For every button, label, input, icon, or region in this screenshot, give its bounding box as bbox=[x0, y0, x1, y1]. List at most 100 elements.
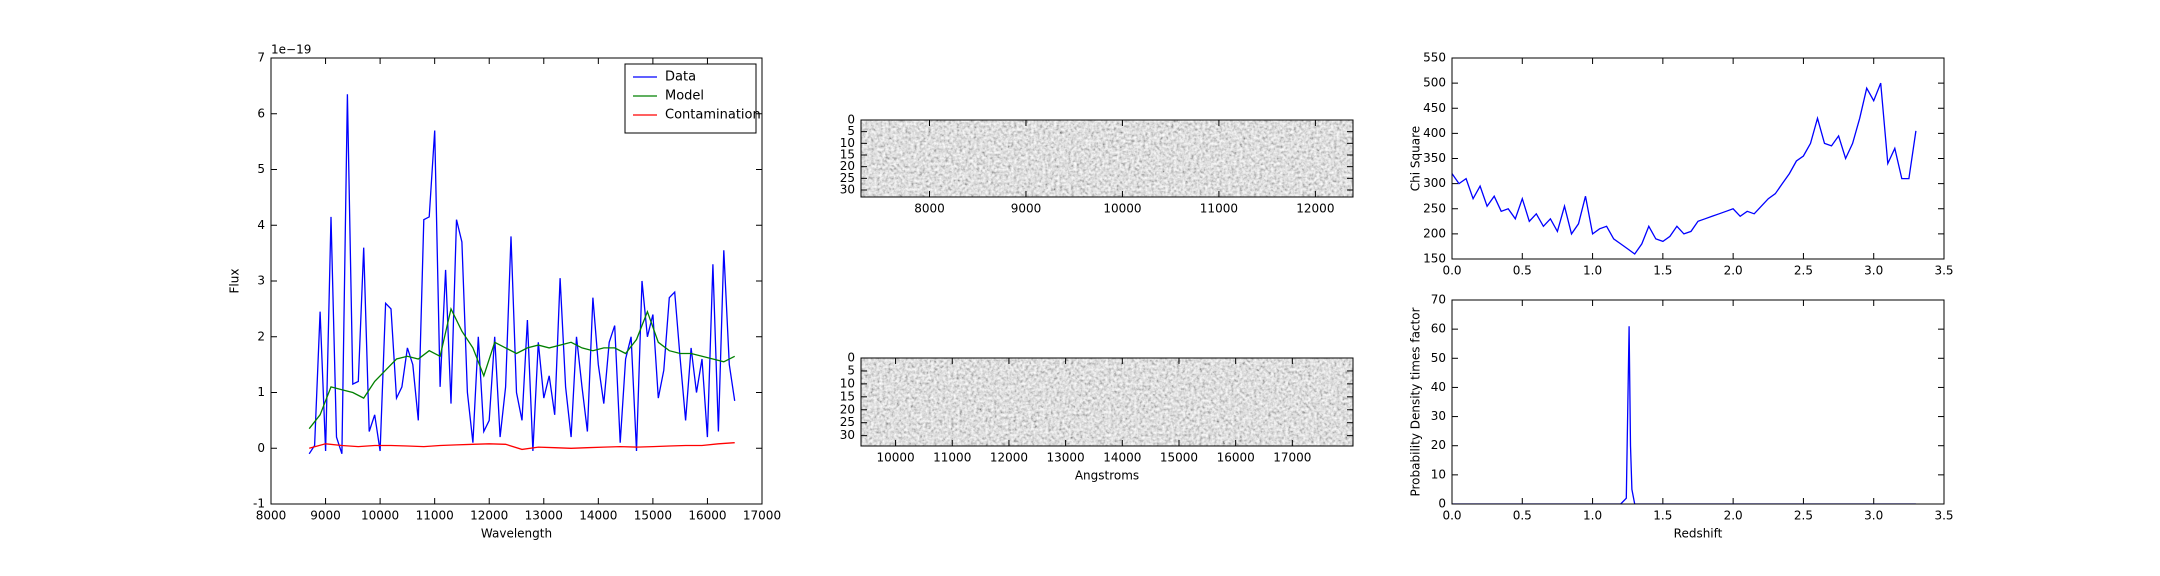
series-line bbox=[1452, 326, 1916, 504]
x-tick-label: 0.0 bbox=[1442, 264, 1461, 278]
y-tick-label: 30 bbox=[1431, 409, 1446, 423]
x-tick-label: 13000 bbox=[1047, 451, 1085, 465]
x-tick-label: 2.5 bbox=[1794, 509, 1813, 523]
x-tick-label: 15000 bbox=[634, 509, 672, 523]
legend-label: Model bbox=[665, 89, 704, 104]
y-tick-label: -1 bbox=[253, 497, 265, 511]
y-tick-label: 25 bbox=[840, 171, 855, 185]
y-axis-label: Chi Square bbox=[1409, 126, 1423, 191]
x-tick-label: 11000 bbox=[416, 509, 454, 523]
x-tick-label: 2.5 bbox=[1794, 264, 1813, 278]
legend-label: Data bbox=[665, 70, 696, 85]
y-tick-label: 60 bbox=[1431, 322, 1446, 336]
y-tick-label: 10 bbox=[840, 136, 855, 150]
legend-box bbox=[624, 63, 757, 134]
x-axis-label: Wavelength bbox=[481, 527, 552, 541]
x-tick-label: 9000 bbox=[1011, 202, 1042, 216]
x-tick-label: 14000 bbox=[579, 509, 617, 523]
y-tick-label: 15 bbox=[840, 389, 855, 403]
spectrum-image bbox=[861, 120, 1353, 197]
x-tick-label: 10000 bbox=[876, 451, 914, 465]
y-tick-label: 250 bbox=[1423, 201, 1446, 215]
y-tick-label: 20 bbox=[1431, 438, 1446, 452]
y-tick-label: 30 bbox=[840, 428, 855, 442]
x-tick-label: 15000 bbox=[1160, 451, 1198, 465]
axes-frame bbox=[1451, 299, 1945, 505]
x-tick-label: 12000 bbox=[990, 451, 1028, 465]
y-tick-label: 450 bbox=[1423, 101, 1446, 115]
x-tick-label: 8000 bbox=[256, 509, 287, 523]
series-line bbox=[308, 306, 735, 430]
offset-text: 1e−19 bbox=[271, 43, 311, 57]
x-tick-label: 9000 bbox=[310, 509, 341, 523]
y-tick-label: 30 bbox=[840, 183, 855, 197]
legend-label: Contamination bbox=[665, 108, 761, 123]
y-tick-label: 6 bbox=[257, 106, 265, 120]
y-tick-label: 400 bbox=[1423, 126, 1446, 140]
series-line bbox=[1452, 82, 1917, 255]
axes-frame bbox=[860, 357, 1354, 447]
series-line bbox=[309, 442, 735, 451]
y-tick-label: 1 bbox=[257, 385, 265, 399]
y-tick-label: 10 bbox=[840, 376, 855, 390]
x-tick-label: 8000 bbox=[914, 202, 945, 216]
x-tick-label: 16000 bbox=[1217, 451, 1255, 465]
series-line bbox=[308, 94, 736, 455]
y-tick-label: 10 bbox=[1431, 467, 1446, 481]
y-axis-label: Probability Density times factor bbox=[1409, 307, 1423, 496]
x-tick-label: 3.0 bbox=[1864, 509, 1883, 523]
y-tick-label: 0 bbox=[257, 441, 265, 455]
x-tick-label: 0.5 bbox=[1513, 509, 1532, 523]
axes-frame bbox=[860, 119, 1354, 198]
axes-frame bbox=[1451, 57, 1945, 260]
x-tick-label: 10000 bbox=[361, 509, 399, 523]
x-tick-label: 17000 bbox=[743, 509, 781, 523]
y-tick-label: 2 bbox=[257, 329, 265, 343]
x-tick-label: 14000 bbox=[1103, 451, 1141, 465]
x-axis-label: Redshift bbox=[1674, 527, 1723, 541]
x-tick-label: 3.5 bbox=[1934, 264, 1953, 278]
y-tick-label: 7 bbox=[257, 51, 265, 65]
y-tick-label: 5 bbox=[847, 363, 855, 377]
y-tick-label: 15 bbox=[840, 148, 855, 162]
x-tick-label: 1.0 bbox=[1583, 264, 1602, 278]
spectrum-image bbox=[861, 358, 1353, 446]
y-tick-label: 0 bbox=[1438, 497, 1446, 511]
x-tick-label: 0.5 bbox=[1513, 264, 1532, 278]
x-tick-label: 2.0 bbox=[1724, 264, 1743, 278]
x-tick-label: 17000 bbox=[1273, 451, 1311, 465]
x-tick-label: 13000 bbox=[525, 509, 563, 523]
x-tick-label: 16000 bbox=[688, 509, 726, 523]
x-tick-label: 1.5 bbox=[1653, 509, 1672, 523]
y-tick-label: 0 bbox=[847, 113, 855, 127]
y-tick-label: 500 bbox=[1423, 76, 1446, 90]
y-tick-label: 5 bbox=[257, 162, 265, 176]
y-tick-label: 70 bbox=[1431, 293, 1446, 307]
x-tick-label: 10000 bbox=[1103, 202, 1141, 216]
x-tick-label: 3.5 bbox=[1934, 509, 1953, 523]
x-tick-label: 12000 bbox=[1296, 202, 1334, 216]
y-tick-label: 40 bbox=[1431, 380, 1446, 394]
x-tick-label: 1.0 bbox=[1583, 509, 1602, 523]
axes-frame bbox=[270, 57, 763, 505]
x-tick-label: 3.0 bbox=[1864, 264, 1883, 278]
y-tick-label: 4 bbox=[257, 218, 265, 232]
x-tick-label: 11000 bbox=[1200, 202, 1238, 216]
y-tick-label: 20 bbox=[840, 402, 855, 416]
y-tick-label: 150 bbox=[1423, 252, 1446, 266]
x-tick-label: 1.5 bbox=[1653, 264, 1672, 278]
x-tick-label: 12000 bbox=[470, 509, 508, 523]
y-tick-label: 25 bbox=[840, 415, 855, 429]
y-axis-label: Flux bbox=[228, 269, 242, 294]
y-tick-label: 300 bbox=[1423, 176, 1446, 190]
x-tick-label: 0.0 bbox=[1442, 509, 1461, 523]
x-tick-label: 11000 bbox=[933, 451, 971, 465]
y-tick-label: 5 bbox=[847, 124, 855, 138]
x-tick-label: 2.0 bbox=[1724, 509, 1743, 523]
x-axis-label: Angstroms bbox=[1075, 469, 1139, 483]
y-tick-label: 3 bbox=[257, 274, 265, 288]
y-tick-label: 200 bbox=[1423, 226, 1446, 240]
y-tick-label: 350 bbox=[1423, 151, 1446, 165]
